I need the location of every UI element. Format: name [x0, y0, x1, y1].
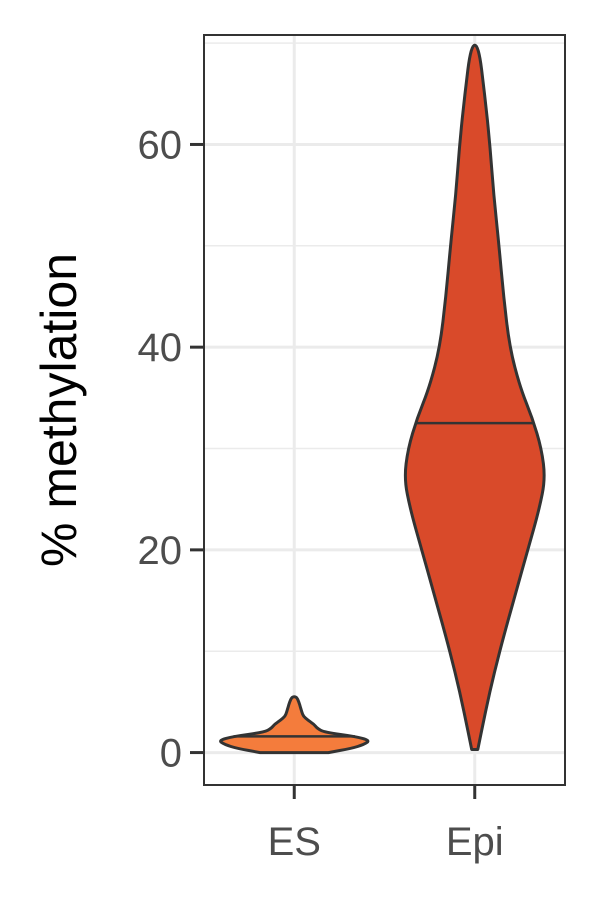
- y-tick-label: 20: [138, 529, 183, 573]
- y-tick-label: 40: [138, 326, 183, 370]
- y-tick-label: 0: [160, 732, 182, 776]
- violins: [219, 43, 546, 755]
- y-tick-label: 60: [138, 123, 183, 167]
- plot-border: [203, 34, 566, 786]
- violin-epi: [403, 43, 546, 751]
- x-tick-label: Epi: [446, 820, 504, 864]
- axes: 0 20 40 60 ES Epi: [138, 123, 504, 864]
- x-tick-label: ES: [268, 820, 321, 864]
- y-axis-title: % methylation: [31, 253, 87, 567]
